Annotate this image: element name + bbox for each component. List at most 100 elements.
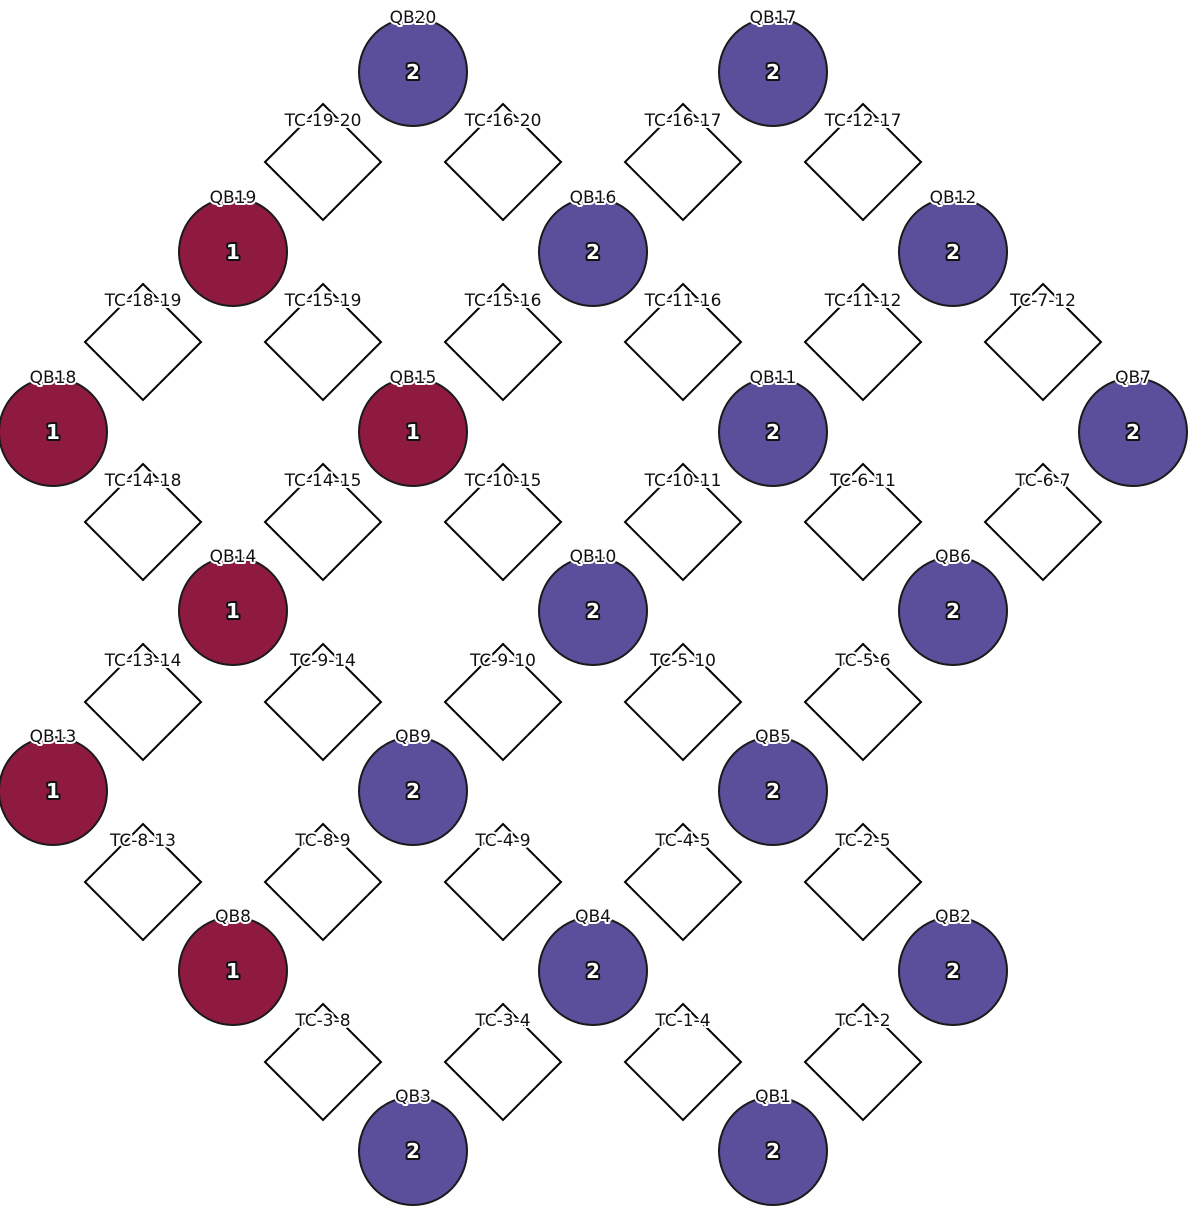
qubit-qb15: QB15 1 — [358, 366, 468, 487]
coupler-diamond — [263, 1002, 383, 1122]
coupler-label: TC-6-7 — [1014, 471, 1070, 491]
coupler-tc-5-6: TC-5-6 — [803, 642, 923, 762]
qubit-label: QB1 — [755, 1087, 791, 1107]
coupler-tc-18-19: TC-18-19 — [83, 282, 203, 402]
qubit-state-value: 2 — [1126, 420, 1140, 444]
coupler-label: TC-12-17 — [824, 111, 902, 131]
qubit-circle — [1078, 377, 1188, 487]
qubit-circle — [358, 736, 468, 846]
coupler-diamond — [623, 102, 743, 222]
qubit-qb20: QB20 2 — [358, 6, 468, 127]
coupler-tc-4-9: TC-4-9 — [443, 822, 563, 942]
coupler-label: TC-14-15 — [284, 471, 362, 491]
coupler-tc-3-4: TC-3-4 — [443, 1002, 563, 1122]
coupler-tc-6-11: TC-6-11 — [803, 462, 923, 582]
qubit-label: QB18 — [30, 368, 77, 388]
qubit-label: QB11 — [750, 368, 797, 388]
coupler-tc-4-5: TC-4-5 — [623, 822, 743, 942]
qubit-label: QB15 — [390, 368, 437, 388]
coupler-label: TC-15-16 — [464, 291, 542, 311]
qubit-qb13: QB13 1 — [0, 725, 108, 846]
coupler-label: TC-15-19 — [284, 291, 362, 311]
coupler-diamond — [803, 102, 923, 222]
coupler-diamond — [803, 1002, 923, 1122]
coupler-label: TC-5-6 — [834, 651, 890, 671]
qubit-circle — [898, 197, 1008, 307]
coupler-tc-14-18: TC-14-18 — [83, 462, 203, 582]
qubit-circle — [538, 556, 648, 666]
qubit-label: QB3 — [395, 1087, 431, 1107]
coupler-label: TC-11-16 — [644, 291, 722, 311]
coupler-tc-11-12: TC-11-12 — [803, 282, 923, 402]
coupler-diamond — [803, 462, 923, 582]
qubit-qb11: QB11 2 — [718, 366, 828, 487]
coupler-tc-3-8: TC-3-8 — [263, 1002, 383, 1122]
qubit-state-value: 2 — [946, 240, 960, 264]
qubit-circle — [538, 197, 648, 307]
coupler-label: TC-19-20 — [284, 111, 362, 131]
coupler-tc-11-16: TC-11-16 — [623, 282, 743, 402]
coupler-diamond — [443, 102, 563, 222]
qubit-label: QB4 — [575, 907, 611, 927]
qubit-label: QB2 — [935, 907, 971, 927]
qubit-qb4: QB4 2 — [538, 905, 648, 1026]
coupler-tc-5-10: TC-5-10 — [623, 642, 743, 762]
coupler-tc-8-9: TC-8-9 — [263, 822, 383, 942]
qubit-state-value: 1 — [46, 779, 60, 803]
coupler-tc-1-2: TC-1-2 — [803, 1002, 923, 1122]
qubit-circle — [538, 916, 648, 1026]
coupler-tc-12-17: TC-12-17 — [803, 102, 923, 222]
qubit-circle — [0, 377, 108, 487]
qubit-qb5: QB5 2 — [718, 725, 828, 846]
qubit-state-value: 2 — [406, 779, 420, 803]
coupler-diamond — [83, 282, 203, 402]
coupler-label: TC-1-2 — [834, 1011, 890, 1031]
coupler-label: TC-14-18 — [104, 471, 182, 491]
coupler-tc-10-11: TC-10-11 — [623, 462, 743, 582]
qubit-qb1: QB1 2 — [718, 1085, 828, 1206]
coupler-tc-2-5: TC-2-5 — [803, 822, 923, 942]
coupler-label: TC-10-11 — [644, 471, 722, 491]
qubit-qb2: QB2 2 — [898, 905, 1008, 1026]
qubit-qb17: QB17 2 — [718, 6, 828, 127]
qubit-state-value: 2 — [406, 60, 420, 84]
coupler-diamond — [623, 462, 743, 582]
qubit-qb7: QB7 2 — [1078, 366, 1188, 487]
qubit-circle — [898, 556, 1008, 666]
coupler-tc-9-14: TC-9-14 — [263, 642, 383, 762]
coupler-tc-16-17: TC-16-17 — [623, 102, 743, 222]
coupler-diamond — [623, 822, 743, 942]
qubits-layer: QB202QB172QB191QB162QB122QB181QB151QB112… — [0, 6, 1188, 1206]
coupler-tc-19-20: TC-19-20 — [263, 102, 383, 222]
coupler-diamond — [803, 282, 923, 402]
coupler-tc-15-16: TC-15-16 — [443, 282, 563, 402]
qubit-qb12: QB12 2 — [898, 186, 1008, 307]
coupler-diamond — [443, 642, 563, 762]
coupler-diamond — [623, 1002, 743, 1122]
qubit-circle — [718, 1096, 828, 1206]
qubit-state-value: 1 — [226, 599, 240, 623]
qubit-circle — [178, 197, 288, 307]
coupler-diamond — [623, 282, 743, 402]
coupler-diamond — [443, 822, 563, 942]
qubit-qb10: QB10 2 — [538, 545, 648, 666]
coupler-diamond — [263, 822, 383, 942]
coupler-diamond — [983, 282, 1103, 402]
qubit-state-value: 1 — [226, 959, 240, 983]
coupler-diamond — [623, 642, 743, 762]
coupler-diamond — [83, 642, 203, 762]
qubit-label: QB12 — [930, 188, 977, 208]
qubit-state-value: 2 — [406, 1139, 420, 1163]
coupler-label: TC-18-19 — [104, 291, 182, 311]
qubit-circle — [718, 377, 828, 487]
coupler-tc-14-15: TC-14-15 — [263, 462, 383, 582]
qubit-qb8: QB8 1 — [178, 905, 288, 1026]
qubit-circle — [358, 17, 468, 127]
qubit-circle — [358, 1096, 468, 1206]
qubit-circle — [898, 916, 1008, 1026]
coupler-label: TC-3-4 — [474, 1011, 530, 1031]
coupler-diamond — [83, 822, 203, 942]
qubit-state-value: 2 — [586, 240, 600, 264]
coupler-diamond — [263, 102, 383, 222]
